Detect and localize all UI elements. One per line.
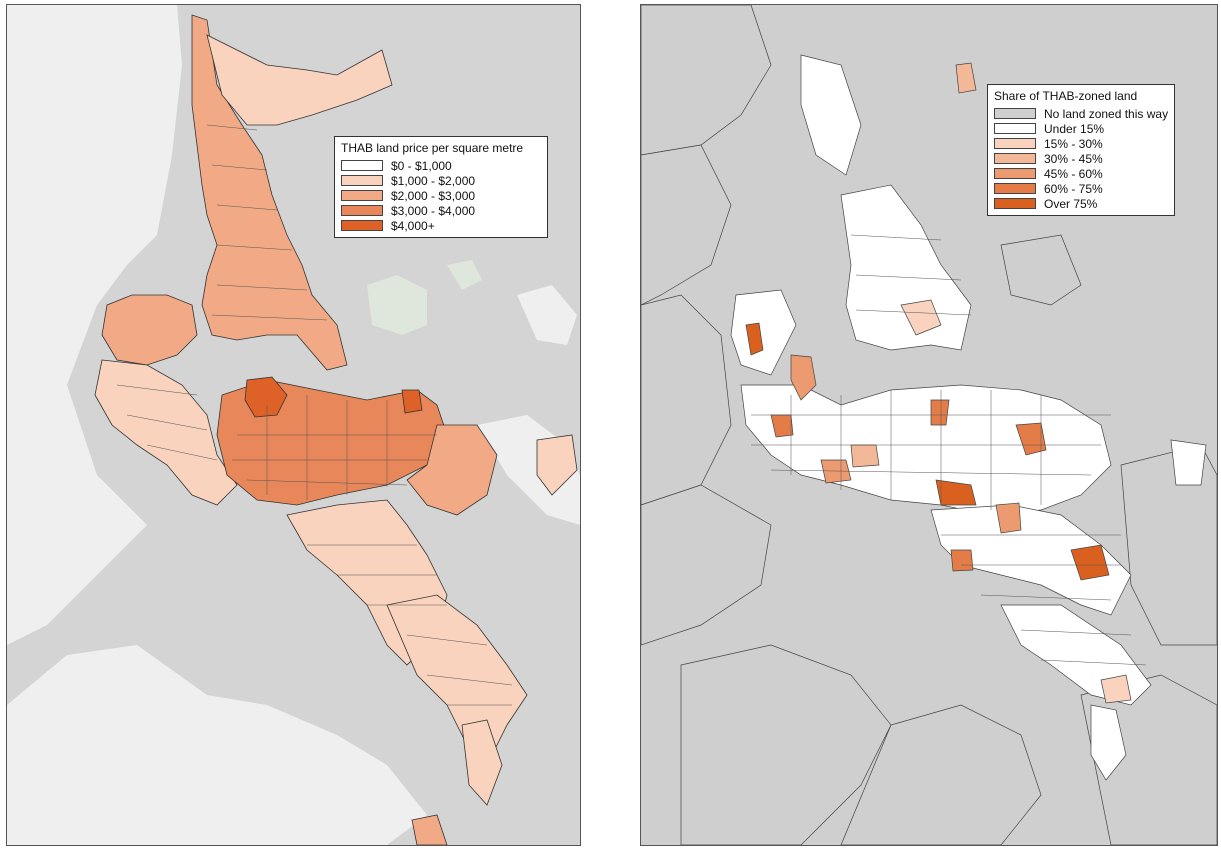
east-island-region — [536, 434, 578, 496]
legend-item: Under 15% — [994, 121, 1166, 136]
legend-item: 15% - 30% — [994, 136, 1166, 151]
legend-item-label: 15% - 30% — [1044, 136, 1103, 151]
legend-swatch — [994, 168, 1036, 179]
legend-item: $1,000 - $2,000 — [341, 173, 539, 188]
southern-fringe-region — [411, 814, 448, 845]
legend-item: No land zoned this way — [994, 106, 1169, 121]
legend-item: $3,000 - $4,000 — [341, 203, 539, 218]
east-region — [406, 424, 498, 516]
zoning-share-map-canvas — [641, 5, 1217, 845]
zone-polygons — [641, 5, 1217, 845]
legend-swatch — [341, 190, 383, 201]
land-price-map: THAB land price per square metre $0 - $1… — [6, 4, 581, 846]
land-price-map-canvas — [7, 5, 580, 845]
price-legend-title: THAB land price per square metre — [341, 141, 524, 155]
region-polygons — [94, 14, 578, 845]
zone-boundaries — [751, 234, 1147, 666]
legend-item: $0 - $1,000 — [341, 158, 539, 173]
price-legend: THAB land price per square metre $0 - $1… — [334, 136, 548, 238]
legend-item-label: $3,000 - $4,000 — [391, 203, 476, 218]
legend-item: 60% - 75% — [994, 181, 1166, 196]
legend-swatch — [994, 183, 1036, 194]
zoning-legend-title: Share of THAB-zoned land — [994, 89, 1138, 103]
north-coast-region — [206, 34, 393, 126]
legend-item-label: 60% - 75% — [1044, 181, 1103, 196]
legend-swatch — [994, 153, 1036, 164]
zoning-legend: Share of THAB-zoned land No land zoned t… — [987, 84, 1175, 216]
legend-swatch — [341, 175, 383, 186]
legend-swatch — [341, 160, 383, 171]
legend-item-label: 45% - 60% — [1044, 166, 1103, 181]
legend-item: $4,000+ — [341, 218, 539, 233]
legend-swatch — [994, 138, 1036, 149]
central-premium-region — [244, 376, 288, 418]
legend-item-label: $2,000 - $3,000 — [391, 188, 476, 203]
legend-item-label: No land zoned this way — [1044, 106, 1169, 121]
northwest-region — [101, 294, 198, 366]
far-south-region — [461, 719, 503, 806]
legend-item: 45% - 60% — [994, 166, 1166, 181]
legend-item-label: Under 15% — [1044, 121, 1105, 136]
legend-item-label: $4,000+ — [391, 218, 435, 233]
legend-item-label: $0 - $1,000 — [391, 158, 452, 173]
legend-item-label: 30% - 45% — [1044, 151, 1103, 166]
suburb-boundaries — [116, 124, 513, 706]
legend-swatch — [994, 108, 1036, 119]
north-shore-region — [191, 14, 348, 371]
legend-swatch — [994, 123, 1036, 134]
legend-swatch — [341, 220, 383, 231]
east-bays-region — [401, 389, 423, 414]
legend-swatch — [341, 205, 383, 216]
legend-swatch — [994, 198, 1036, 209]
legend-item: 30% - 45% — [994, 151, 1166, 166]
legend-item-label: Over 75% — [1044, 196, 1098, 211]
zoning-share-map: Share of THAB-zoned land No land zoned t… — [640, 4, 1218, 846]
legend-item: $2,000 - $3,000 — [341, 188, 539, 203]
legend-item: Over 75% — [994, 196, 1166, 211]
south-region — [386, 594, 528, 766]
legend-item-label: $1,000 - $2,000 — [391, 173, 476, 188]
west-region — [94, 359, 238, 506]
